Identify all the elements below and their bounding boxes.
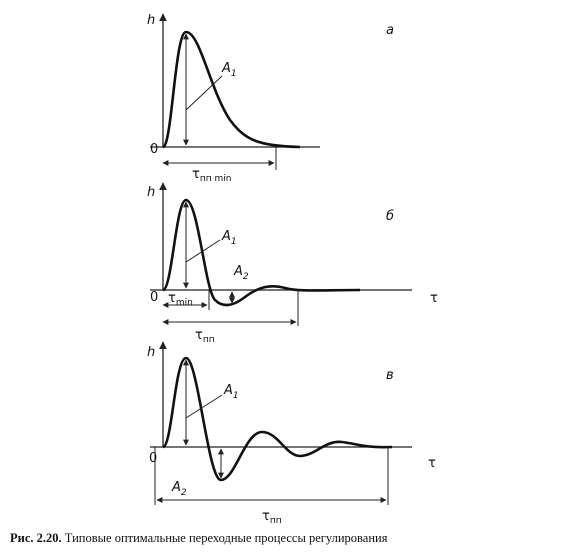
sub: пп xyxy=(270,516,282,526)
amplitude-label: A1 xyxy=(221,229,237,247)
caption: Рис. 2.20. Типовые оптимальные переходны… xyxy=(10,531,388,545)
main: A xyxy=(221,229,231,244)
panel-label: б xyxy=(386,209,394,224)
origin-label: 0 xyxy=(150,290,158,305)
origin-label: 0 xyxy=(150,142,158,157)
caption-number: Рис. 2.20. xyxy=(10,531,62,545)
main: τ xyxy=(195,328,203,343)
main: A xyxy=(223,383,233,398)
origin-label: 0 xyxy=(149,451,157,466)
leader xyxy=(185,75,223,111)
main: τ xyxy=(262,509,270,524)
min-time-label: τmin xyxy=(168,291,193,308)
amplitude-2-label: A2 xyxy=(233,264,249,282)
y-axis-label: h xyxy=(147,13,155,28)
sub: 2 xyxy=(181,488,187,498)
duration-label: τпп min xyxy=(192,167,231,184)
y-axis-label: h xyxy=(147,185,155,200)
x-axis-label: τ xyxy=(428,456,436,471)
caption-text: Типовые оптимальные переходные процессы … xyxy=(65,531,388,545)
panel-label: в xyxy=(386,368,394,383)
panel-v: h 0 τ в A1 A2 τпп xyxy=(147,341,436,526)
leader xyxy=(185,394,223,419)
curve xyxy=(161,198,361,307)
sub: пп min xyxy=(200,174,232,184)
panel-a: h 0 а A1 τпп min xyxy=(147,13,394,184)
curve xyxy=(161,30,301,149)
main: τ xyxy=(192,167,200,182)
duration-label: τпп xyxy=(195,328,215,345)
main: A xyxy=(221,61,231,76)
x-axis-label: τ xyxy=(430,291,438,306)
leader xyxy=(185,239,221,263)
main: τ xyxy=(168,291,176,306)
panel-b: h 0 τ б A1 A2 τmin τпп xyxy=(147,182,438,345)
amplitude-label: A1 xyxy=(221,61,237,79)
panel-label: а xyxy=(386,23,394,38)
amplitude-2-label: A2 xyxy=(171,480,187,498)
sub: min xyxy=(176,298,193,308)
sub: 1 xyxy=(231,69,237,79)
main: A xyxy=(171,480,181,495)
duration-label: τпп xyxy=(262,509,282,526)
amplitude-label: A1 xyxy=(223,383,239,401)
sub: 1 xyxy=(231,237,237,247)
sub: 1 xyxy=(233,391,239,401)
sub: пп xyxy=(203,335,215,345)
y-axis-label: h xyxy=(147,345,155,360)
main: A xyxy=(233,264,243,279)
sub: 2 xyxy=(243,272,249,282)
curve xyxy=(161,356,393,482)
